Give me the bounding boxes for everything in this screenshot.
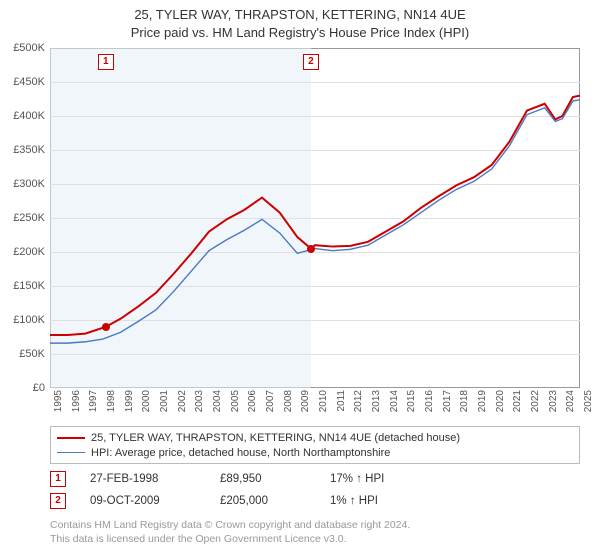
legend: 25, TYLER WAY, THRAPSTON, KETTERING, NN1… xyxy=(50,426,580,464)
x-axis-label: 1998 xyxy=(106,390,117,412)
sale-marker-2: 2 xyxy=(50,493,66,509)
x-axis-label: 1995 xyxy=(53,390,64,412)
x-axis-label: 2000 xyxy=(141,390,152,412)
sales-table: 1 27-FEB-1998 £89,950 17% ↑ HPI 2 09-OCT… xyxy=(50,468,420,512)
sale-marker-box-2: 2 xyxy=(303,54,319,70)
x-axis-label: 2003 xyxy=(194,390,205,412)
x-axis-label: 2009 xyxy=(300,390,311,412)
y-axis-label: £350K xyxy=(0,144,45,156)
sale-price-2: £205,000 xyxy=(220,495,330,507)
chart-container: 25, TYLER WAY, THRAPSTON, KETTERING, NN1… xyxy=(0,0,600,560)
x-axis-label: 2005 xyxy=(230,390,241,412)
x-axis-label: 2008 xyxy=(283,390,294,412)
y-axis-label: £100K xyxy=(0,314,45,326)
sale-date-1: 27-FEB-1998 xyxy=(90,473,220,485)
line-series-svg xyxy=(50,48,580,388)
x-axis-label: 2015 xyxy=(406,390,417,412)
y-axis-label: £250K xyxy=(0,212,45,224)
sale-row-2: 2 09-OCT-2009 £205,000 1% ↑ HPI xyxy=(50,490,420,512)
x-axis-label: 2010 xyxy=(318,390,329,412)
legend-item-hpi: HPI: Average price, detached house, Nort… xyxy=(57,445,573,460)
x-axis-label: 2025 xyxy=(583,390,594,412)
sale-dot-1 xyxy=(102,323,110,331)
sale-dot-2 xyxy=(307,245,315,253)
sale-price-1: £89,950 xyxy=(220,473,330,485)
sale-marker-1: 1 xyxy=(50,471,66,487)
legend-label-hpi: HPI: Average price, detached house, Nort… xyxy=(91,447,390,459)
x-axis-label: 2017 xyxy=(442,390,453,412)
footer-line-1: Contains HM Land Registry data © Crown c… xyxy=(50,518,410,532)
x-axis-label: 2006 xyxy=(247,390,258,412)
x-axis-label: 2001 xyxy=(159,390,170,412)
y-axis-label: £450K xyxy=(0,76,45,88)
y-axis-label: £300K xyxy=(0,178,45,190)
legend-swatch-hpi xyxy=(57,452,85,453)
legend-swatch-property xyxy=(57,437,85,439)
x-axis-label: 1999 xyxy=(124,390,135,412)
x-axis-label: 2002 xyxy=(177,390,188,412)
sale-row-1: 1 27-FEB-1998 £89,950 17% ↑ HPI xyxy=(50,468,420,490)
legend-label-property: 25, TYLER WAY, THRAPSTON, KETTERING, NN1… xyxy=(91,432,460,444)
y-axis-label: £200K xyxy=(0,246,45,258)
x-axis-label: 2021 xyxy=(512,390,523,412)
y-axis-label: £150K xyxy=(0,280,45,292)
x-axis-label: 2020 xyxy=(495,390,506,412)
x-axis-label: 2022 xyxy=(530,390,541,412)
title-line-1: 25, TYLER WAY, THRAPSTON, KETTERING, NN1… xyxy=(0,6,600,24)
x-axis-label: 2007 xyxy=(265,390,276,412)
chart-area: £0£50K£100K£150K£200K£250K£300K£350K£400… xyxy=(50,48,580,388)
series-property xyxy=(50,96,580,335)
y-axis-label: £50K xyxy=(0,348,45,360)
sale-delta-2: 1% ↑ HPI xyxy=(330,495,420,507)
x-axis-label: 2024 xyxy=(565,390,576,412)
legend-item-property: 25, TYLER WAY, THRAPSTON, KETTERING, NN1… xyxy=(57,430,573,445)
x-axis-label: 2014 xyxy=(389,390,400,412)
sale-delta-1: 17% ↑ HPI xyxy=(330,473,420,485)
sale-marker-box-1: 1 xyxy=(98,54,114,70)
x-axis-label: 2011 xyxy=(336,390,347,412)
x-axis-label: 2023 xyxy=(548,390,559,412)
footer: Contains HM Land Registry data © Crown c… xyxy=(50,518,410,546)
y-axis-label: £0 xyxy=(0,382,45,394)
sale-date-2: 09-OCT-2009 xyxy=(90,495,220,507)
x-axis-label: 2012 xyxy=(353,390,364,412)
series-hpi xyxy=(50,100,580,343)
x-axis-label: 2019 xyxy=(477,390,488,412)
x-axis-label: 1996 xyxy=(71,390,82,412)
x-axis-label: 1997 xyxy=(88,390,99,412)
title-block: 25, TYLER WAY, THRAPSTON, KETTERING, NN1… xyxy=(0,0,600,41)
x-axis-label: 2013 xyxy=(371,390,382,412)
footer-line-2: This data is licensed under the Open Gov… xyxy=(50,532,410,546)
x-axis-label: 2018 xyxy=(459,390,470,412)
x-axis-label: 2016 xyxy=(424,390,435,412)
y-axis-label: £500K xyxy=(0,42,45,54)
y-axis-label: £400K xyxy=(0,110,45,122)
x-axis-label: 2004 xyxy=(212,390,223,412)
title-line-2: Price paid vs. HM Land Registry's House … xyxy=(0,24,600,42)
